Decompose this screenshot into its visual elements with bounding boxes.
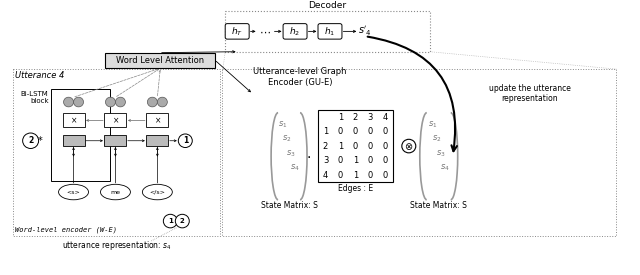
Circle shape [163,214,177,228]
Text: 2: 2 [180,218,185,224]
Bar [318,110,393,182]
Text: State Matrix: S: State Matrix: S [410,201,467,210]
FancyBboxPatch shape [318,24,342,39]
Text: $s_1$: $s_1$ [428,119,438,130]
Bar [104,113,127,127]
Text: </s>: </s> [149,189,165,194]
FancyBboxPatch shape [283,24,307,39]
Text: 1: 1 [338,142,343,151]
Bar [106,53,215,68]
Text: 0: 0 [368,142,373,151]
Bar [63,113,84,127]
Text: 0: 0 [338,156,343,165]
Text: Word-level encoder (W-E): Word-level encoder (W-E) [15,226,116,233]
Text: 2: 2 [323,142,328,151]
Text: 3: 3 [368,112,373,122]
Text: 0: 0 [353,142,358,151]
Text: State Matrix: S: State Matrix: S [260,201,317,210]
Text: 1: 1 [353,156,358,165]
Text: 4: 4 [383,112,388,122]
Text: $\times$: $\times$ [154,116,161,125]
Text: $s_3$: $s_3$ [286,148,296,159]
Text: 1: 1 [182,136,188,145]
Text: $s_1$: $s_1$ [278,119,288,130]
Circle shape [74,97,83,107]
Text: $s_2$: $s_2$ [282,134,292,144]
Text: 4: 4 [323,170,328,180]
Text: me: me [111,189,120,194]
Text: 0: 0 [353,127,358,136]
Bar [147,113,168,127]
Circle shape [106,97,115,107]
Bar [147,135,168,145]
Text: 0: 0 [338,127,343,136]
Text: $s_4$: $s_4$ [440,163,450,173]
Bar [13,69,220,236]
Text: $s_2$: $s_2$ [432,134,442,144]
Text: update the utterance
representation: update the utterance representation [488,84,570,103]
Text: $h_1$: $h_1$ [324,25,335,38]
Circle shape [147,97,157,107]
Text: 0: 0 [383,170,388,180]
Circle shape [22,133,38,148]
Text: Decoder: Decoder [308,1,346,10]
Text: 0: 0 [368,127,373,136]
Text: 1: 1 [323,127,328,136]
Text: 0: 0 [368,156,373,165]
Circle shape [402,139,416,153]
Text: $\times$: $\times$ [112,116,119,125]
Circle shape [157,97,167,107]
Text: Bi-LSTM
block: Bi-LSTM block [21,91,49,104]
Circle shape [175,214,189,228]
FancyBboxPatch shape [225,24,249,39]
Text: 0: 0 [383,142,388,151]
Text: $\cdots$: $\cdots$ [259,26,271,36]
Ellipse shape [142,184,172,200]
Text: $s'_4$: $s'_4$ [358,25,372,38]
Ellipse shape [59,184,88,200]
Text: 1: 1 [168,218,173,224]
Text: 0: 0 [383,156,388,165]
Text: $h_2$: $h_2$ [289,25,301,38]
Text: <s>: <s> [67,189,81,194]
Bar [222,69,616,236]
Text: Edges : E: Edges : E [338,184,373,193]
Text: Utterance-level Graph
Encoder (GU-E): Utterance-level Graph Encoder (GU-E) [253,67,347,87]
Text: 1: 1 [338,112,343,122]
Text: Word Level Attention: Word Level Attention [116,56,204,65]
Text: utterance representation: $s_4$: utterance representation: $s_4$ [61,239,172,252]
Circle shape [115,97,125,107]
Text: $h_T$: $h_T$ [231,25,243,38]
Text: *: * [38,136,43,146]
Text: $s_4$: $s_4$ [290,163,300,173]
Bar [104,135,127,145]
Text: 2: 2 [28,136,33,145]
Bar [51,89,111,182]
Text: Utterance 4: Utterance 4 [15,71,64,80]
Text: 1: 1 [353,170,358,180]
Circle shape [63,97,74,107]
Bar [63,135,84,145]
Bar [225,11,430,52]
Text: 0: 0 [368,170,373,180]
Circle shape [179,134,192,147]
Ellipse shape [100,184,131,200]
Text: 0: 0 [338,170,343,180]
Text: $\otimes$: $\otimes$ [404,141,413,152]
Text: 2: 2 [353,112,358,122]
Text: 0: 0 [383,127,388,136]
Text: $s_3$: $s_3$ [436,148,445,159]
Text: $\times$: $\times$ [70,116,77,125]
Text: 3: 3 [323,156,328,165]
Text: $\cdot$: $\cdot$ [305,149,310,163]
